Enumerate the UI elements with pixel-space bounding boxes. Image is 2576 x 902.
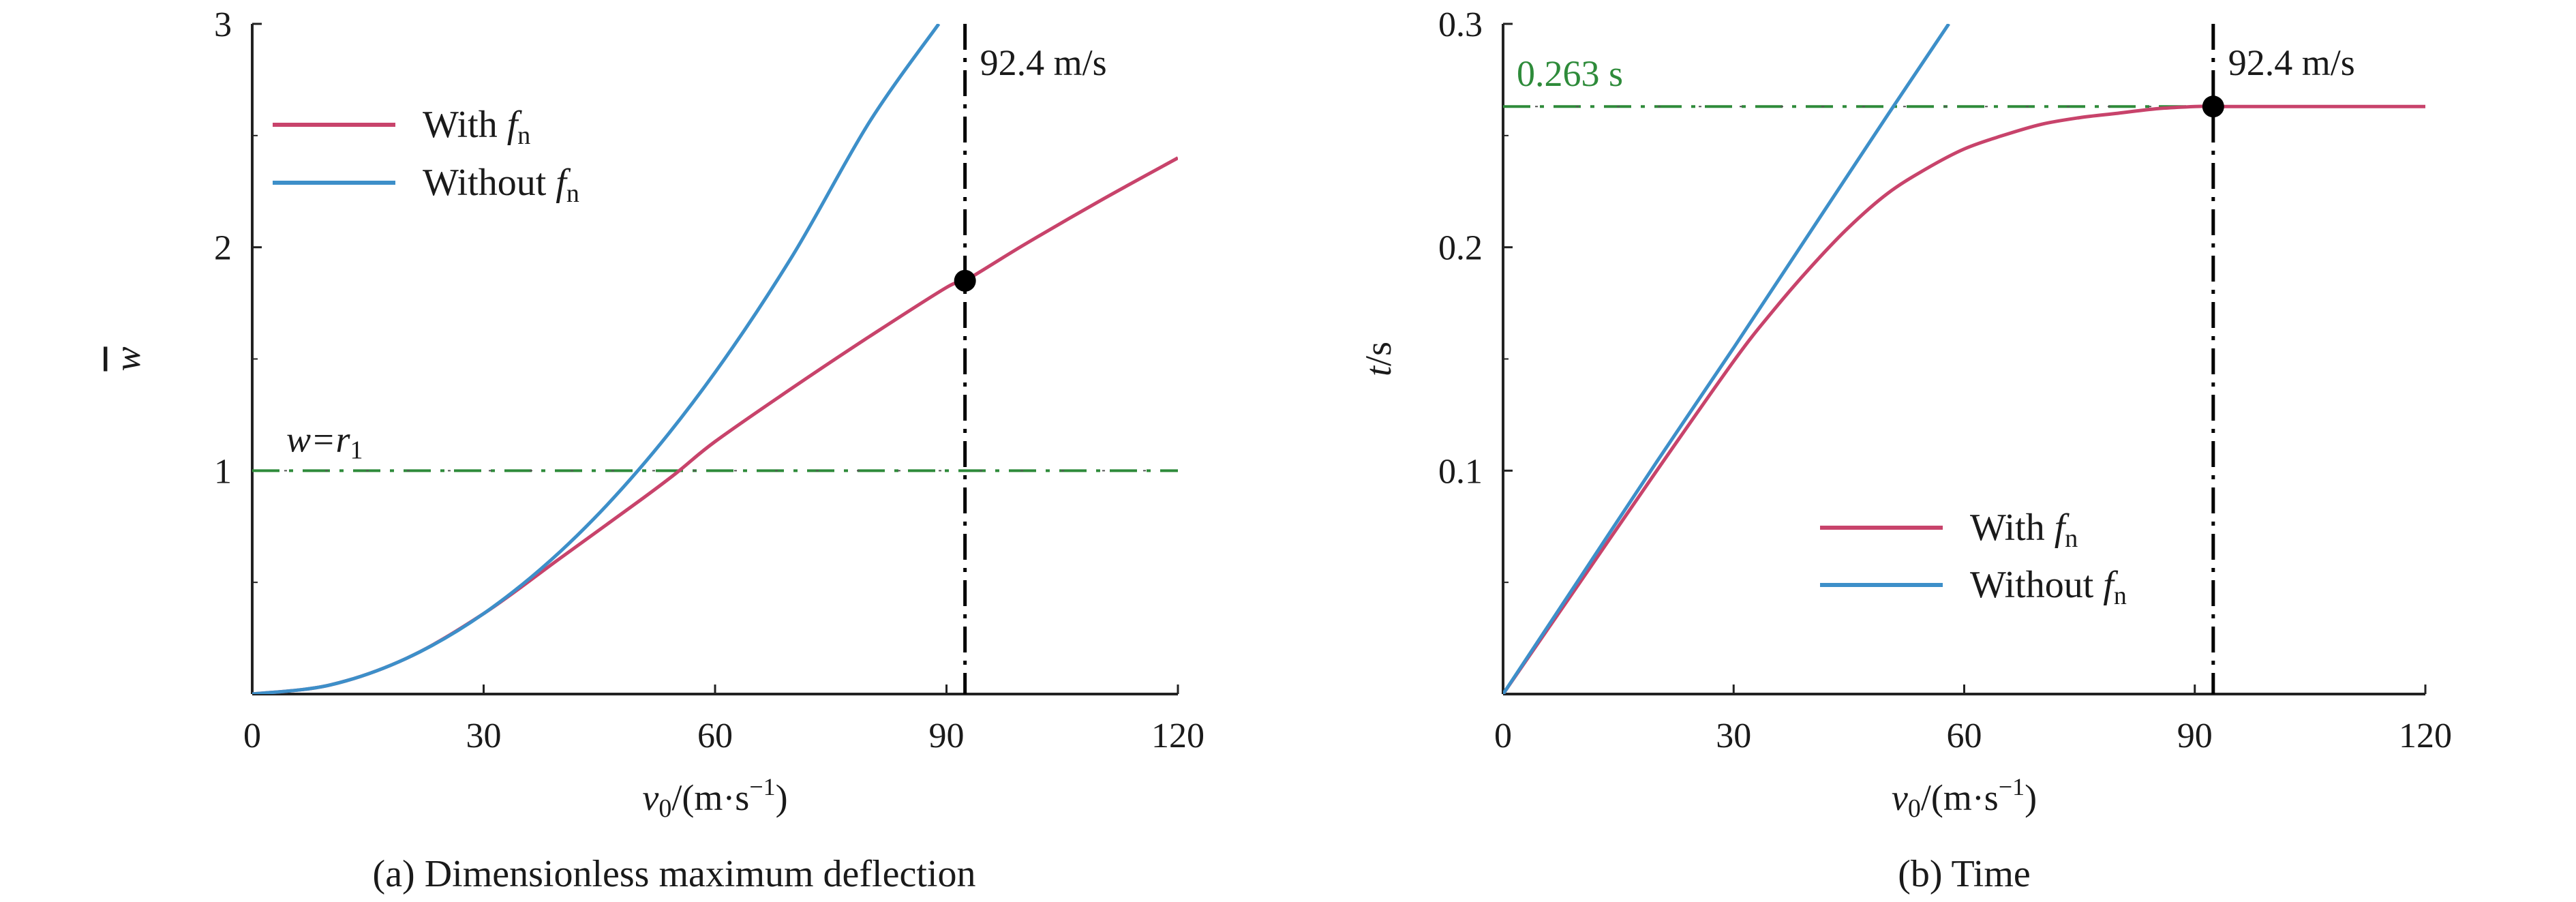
panel-caption: (a) Dimensionless maximum deflection — [373, 853, 976, 895]
x-tick-label: 60 — [697, 717, 733, 755]
legend-label-without-fn: Without fn — [1970, 564, 2127, 610]
x-tick-label: 60 — [1947, 717, 1982, 755]
x-tick-label: 0 — [1494, 717, 1512, 755]
y-axis-title: w — [107, 346, 148, 371]
y-axis-title: t/s — [1358, 342, 1399, 376]
x-axis-title: v0/(m·s−1) — [642, 773, 787, 823]
x-tick-label: 30 — [1716, 717, 1751, 755]
x-axis-title: v0/(m·s−1) — [1892, 773, 2037, 823]
legend-label-with-fn: With fn — [423, 104, 530, 150]
series-line-with-fn — [252, 156, 1178, 694]
x-tick-label: 120 — [1151, 717, 1204, 755]
critical-point-marker — [2202, 95, 2224, 118]
vertical-line-label: 92.4 m/s — [2228, 42, 2355, 83]
x-tick-label: 30 — [466, 717, 502, 755]
panel-caption: (b) Time — [1898, 853, 2031, 895]
legend-label-without-fn: Without fn — [423, 162, 579, 208]
x-tick-label: 90 — [929, 717, 965, 755]
series-line-with-fn — [1503, 104, 2425, 694]
y-tick-label: 0.1 — [1438, 452, 1483, 491]
legend: With fn Without fn — [1820, 507, 2127, 610]
chart-panel-b: 0 30 60 90 120 0.1 0.2 0.3 v0/(m·s−1) t/s 92.4 m/s… — [1358, 5, 2452, 895]
x-tick-label: 0 — [243, 717, 261, 755]
vertical-line-label: 92.4 m/s — [980, 42, 1107, 83]
chart-panel-a: 0 30 60 90 120 1 2 3 v0/(m·s−1) w 92.4 m/s w=r1 With… — [107, 5, 1204, 895]
y-tick-label: 1 — [214, 452, 232, 491]
y-tick-label: 3 — [214, 5, 232, 44]
series-line-without-fn — [252, 24, 941, 694]
series-line-without-fn — [1503, 24, 1950, 694]
legend: With fn Without fn — [273, 104, 579, 208]
y-tick-label: 0.3 — [1438, 5, 1483, 44]
critical-point-marker — [954, 269, 976, 292]
legend-label-with-fn: With fn — [1970, 507, 2078, 553]
x-tick-label: 90 — [2177, 717, 2213, 755]
horizontal-line-label: 0.263 s — [1517, 53, 1623, 94]
y-tick-label: 0.2 — [1438, 229, 1483, 268]
y-tick-label: 2 — [214, 229, 232, 268]
x-tick-label: 120 — [2399, 717, 2452, 755]
horizontal-line-label: w=r1 — [286, 419, 363, 464]
